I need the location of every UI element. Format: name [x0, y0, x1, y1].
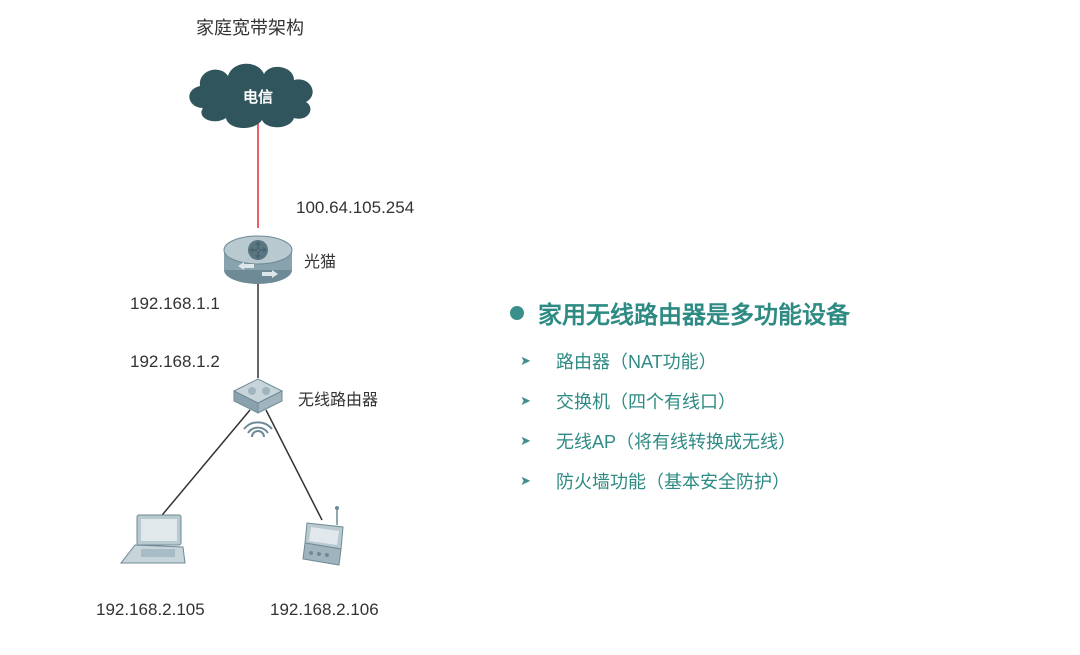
headline-row: 家用无线路由器是多功能设备	[510, 295, 1060, 330]
topology-svg: 电信	[0, 0, 540, 655]
modem-ip-lan: 192.168.1.1	[130, 294, 220, 314]
feature-item: ➤ 防火墙功能（基本安全防护）	[520, 468, 1060, 494]
feature-text: 无线AP（将有线转换成无线）	[556, 428, 796, 454]
phone-ip: 192.168.2.106	[270, 600, 379, 620]
feature-text: 路由器（NAT功能）	[556, 348, 717, 374]
chevron-icon: ➤	[520, 353, 534, 369]
modem-icon	[224, 236, 292, 284]
feature-panel: 家用无线路由器是多功能设备 ➤ 路由器（NAT功能） ➤ 交换机（四个有线口） …	[510, 295, 1060, 508]
network-diagram: 电信	[0, 0, 540, 655]
feature-item: ➤ 路由器（NAT功能）	[520, 348, 1060, 374]
cloud-icon: 电信	[189, 64, 312, 128]
headline-text: 家用无线路由器是多功能设备	[538, 295, 850, 330]
diagram-title: 家庭宽带架构	[196, 14, 304, 40]
chevron-icon: ➤	[520, 393, 534, 409]
laptop-icon	[121, 515, 185, 563]
feature-item: ➤ 交换机（四个有线口）	[520, 388, 1060, 414]
laptop-ip: 192.168.2.105	[96, 600, 205, 620]
pda-icon	[303, 506, 343, 565]
chevron-icon: ➤	[520, 433, 534, 449]
feature-item: ➤ 无线AP（将有线转换成无线）	[520, 428, 1060, 454]
chevron-icon: ➤	[520, 473, 534, 489]
bullet-dot-icon	[510, 306, 524, 320]
link-router-laptop	[158, 410, 250, 520]
feature-text: 交换机（四个有线口）	[556, 388, 736, 414]
modem-label: 光猫	[304, 248, 336, 272]
feature-text: 防火墙功能（基本安全防护）	[556, 468, 790, 494]
router-ip-wan: 192.168.1.2	[130, 352, 220, 372]
cloud-label: 电信	[243, 88, 273, 106]
modem-ip-wan: 100.64.105.254	[296, 198, 414, 218]
router-label: 无线路由器	[298, 386, 378, 410]
link-router-phone	[266, 410, 322, 520]
